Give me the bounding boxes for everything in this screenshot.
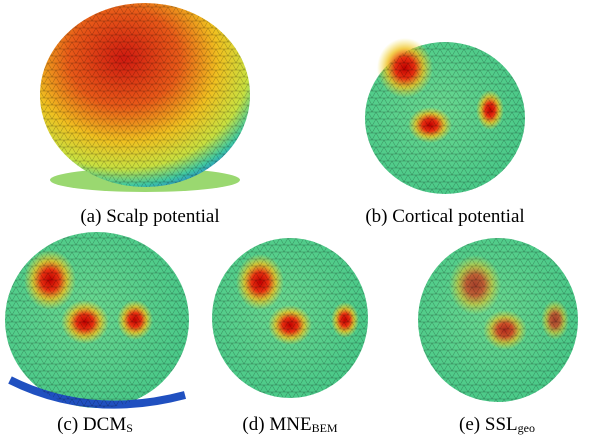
head-b xyxy=(365,38,525,194)
caption-d: (d) MNEBEM xyxy=(242,414,337,436)
caption-a: (a) Scalp potential xyxy=(80,206,219,228)
caption-e: (e) SSLgeo xyxy=(459,414,535,436)
caption-subscript: geo xyxy=(518,421,535,435)
caption-text: Cortical potential xyxy=(392,206,524,227)
caption-b: (b) Cortical potential xyxy=(365,206,524,228)
caption-text: MNE xyxy=(269,414,311,435)
caption-subscript: BEM xyxy=(312,421,338,435)
caption-label: (d) xyxy=(242,414,264,435)
caption-subscript: S xyxy=(126,421,133,435)
caption-c: (c) DCMS xyxy=(57,414,133,436)
caption-text: DCM xyxy=(83,414,126,435)
figure: (a) Scalp potential (b) Cortical potenti… xyxy=(0,0,589,441)
caption-text: SSL xyxy=(485,414,518,435)
head-c xyxy=(5,232,189,408)
caption-label: (e) xyxy=(459,414,480,435)
caption-label: (b) xyxy=(365,206,387,227)
head-a xyxy=(40,3,250,192)
head-d xyxy=(212,238,368,398)
caption-label: (a) xyxy=(80,206,101,227)
caption-text: Scalp potential xyxy=(106,206,219,227)
head-e xyxy=(418,238,578,402)
caption-label: (c) xyxy=(57,414,78,435)
